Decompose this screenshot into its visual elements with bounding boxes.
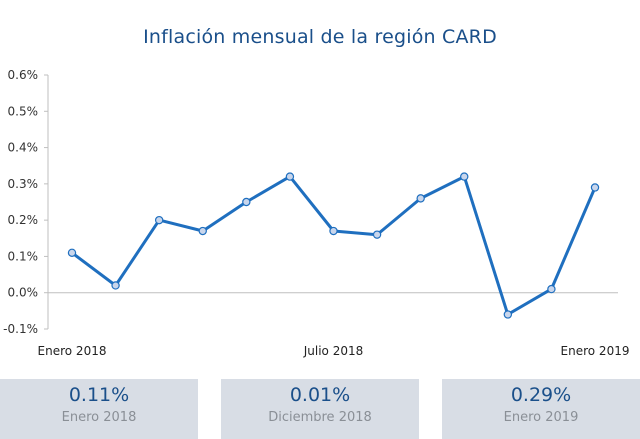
data-point <box>416 194 425 203</box>
data-point <box>590 183 600 192</box>
card-label: Diciembre 2018 <box>268 410 372 425</box>
x-tick-label: Julio 2018 <box>303 344 364 358</box>
chart-axes <box>47 75 618 329</box>
x-tick-label: Enero 2019 <box>561 344 630 358</box>
chart-title: Inflación mensual de la región CARD <box>143 26 497 48</box>
x-axis-ticks: Enero 2018 Julio 2018 Enero 2019 <box>38 344 630 358</box>
y-tick-label: 0.3% <box>8 177 39 191</box>
card-value: 0.01% <box>289 384 351 406</box>
card-label: Enero 2018 <box>61 410 137 425</box>
y-tick-label: 0.0% <box>8 286 39 300</box>
data-point <box>67 248 77 257</box>
data-point <box>372 230 382 239</box>
summary-cards: 0.11% Enero 2018 0.01% Diciembre 2018 0.… <box>0 379 640 439</box>
y-tick-label: 0.5% <box>8 104 39 118</box>
data-point <box>547 284 556 294</box>
series-group <box>67 172 600 319</box>
data-point <box>460 172 469 181</box>
card-label: Enero 2019 <box>503 410 579 425</box>
y-tick-label: 0.1% <box>8 249 39 263</box>
line-chart: -0.1% 0.0% 0.1% 0.2% 0.3% 0.4% 0.5% 0.6% Enero … <box>3 68 630 358</box>
summary-card-last: 0.29% Enero 2019 <box>442 379 640 439</box>
card-value: 0.11% <box>68 384 130 406</box>
y-tick-label: 0.6% <box>8 68 39 82</box>
y-tick-label: 0.4% <box>8 141 39 155</box>
data-point <box>285 172 295 181</box>
data-point <box>111 281 120 290</box>
y-axis-ticks: -0.1% 0.0% 0.1% 0.2% 0.3% 0.4% 0.5% 0.6% <box>3 68 48 336</box>
summary-card-middle: 0.01% Diciembre 2018 <box>221 379 419 439</box>
data-point <box>154 215 164 225</box>
series-line <box>71 175 597 316</box>
card-value: 0.29% <box>510 384 572 406</box>
x-tick-label: Enero 2018 <box>38 344 107 358</box>
y-tick-label: -0.1% <box>3 322 38 336</box>
data-point <box>242 197 251 207</box>
y-tick-label: 0.2% <box>8 213 39 227</box>
data-point <box>198 226 207 236</box>
summary-card-first: 0.11% Enero 2018 <box>0 379 198 439</box>
data-point <box>329 226 338 236</box>
data-point <box>503 310 513 319</box>
